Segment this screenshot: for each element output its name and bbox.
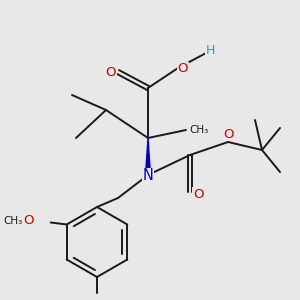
- Text: O: O: [223, 128, 233, 140]
- Polygon shape: [146, 138, 151, 175]
- Text: O: O: [106, 67, 116, 80]
- Text: CH₃: CH₃: [189, 125, 208, 135]
- Text: N: N: [142, 169, 153, 184]
- Text: O: O: [193, 188, 203, 200]
- Text: CH₃: CH₃: [3, 217, 22, 226]
- Text: O: O: [178, 62, 188, 76]
- Text: H: H: [205, 44, 215, 56]
- Text: O: O: [23, 214, 34, 227]
